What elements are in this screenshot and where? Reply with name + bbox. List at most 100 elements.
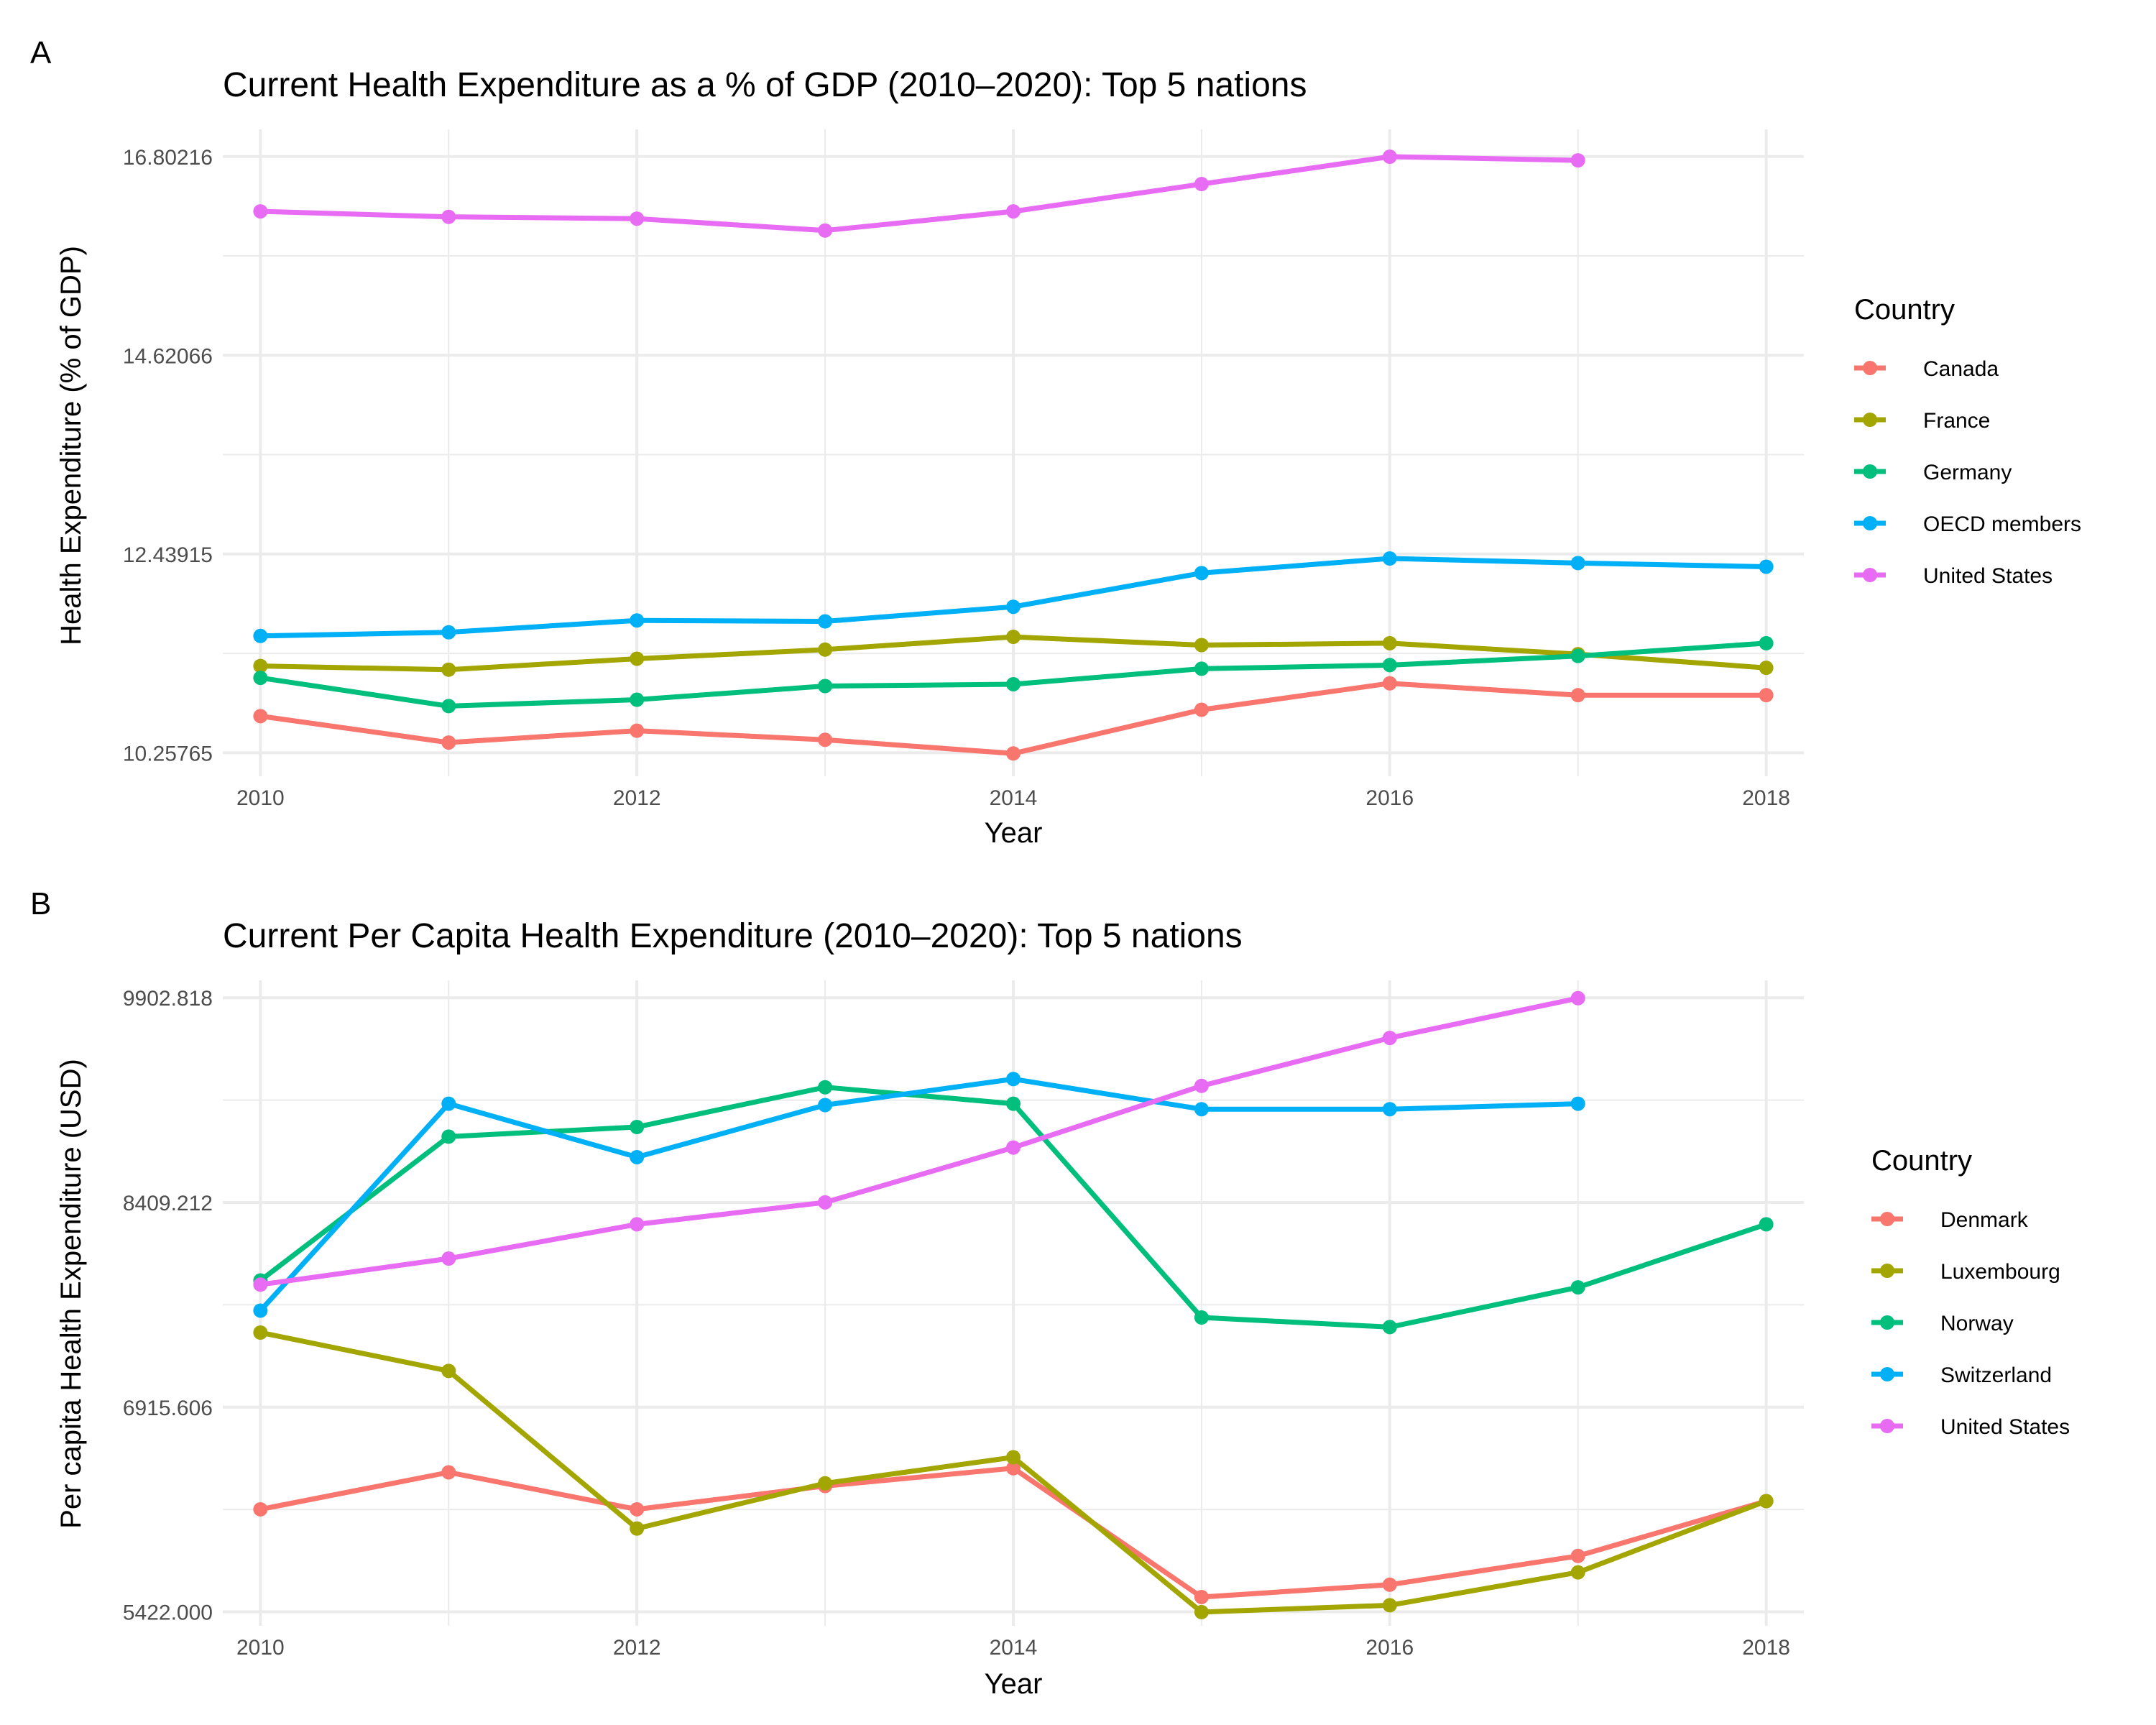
data-point-united-states [1570, 153, 1585, 168]
data-point-denmark [253, 1501, 268, 1517]
data-point-germany [1194, 661, 1209, 676]
data-point-switzerland [253, 1303, 268, 1318]
data-point-norway [1759, 1217, 1774, 1232]
data-point-france [1194, 638, 1209, 653]
data-point-luxembourg [818, 1476, 833, 1491]
data-point-france [1006, 630, 1021, 645]
legend-label-united-states: United States [1923, 564, 2053, 588]
panel-b-series [253, 990, 1774, 1619]
panel-a-x-ticks: 2010 2012 2014 2016 2018 [236, 786, 1790, 810]
data-point-germany [818, 678, 833, 694]
data-point-united-states [818, 1195, 833, 1210]
data-point-france [630, 651, 645, 666]
legend-label-oecd-members: OECD members [1923, 512, 2081, 536]
data-point-united-states [441, 209, 456, 224]
data-point-germany [1382, 658, 1397, 673]
legend-label-norway: Norway [1940, 1312, 2014, 1335]
data-point-canada [1194, 702, 1209, 717]
data-point-canada [1382, 676, 1397, 691]
panel-a-legend-items: Canada France Germany OECD members United St… [1854, 357, 2081, 588]
data-point-united-states [630, 211, 645, 226]
data-point-oecd-members [1382, 551, 1397, 566]
data-point-switzerland [818, 1098, 833, 1113]
panel-a-y-tick-label: 14.62066 [123, 344, 213, 368]
panel-b-legend: Country Denmark Luxembourg Norway Switzerla… [1871, 1145, 2070, 1439]
series-line-switzerland [258, 1076, 1578, 1312]
panel-b-grid [223, 980, 1804, 1626]
data-point-oecd-members [818, 614, 833, 629]
legend-label-france: France [1923, 409, 1990, 433]
data-point-united-states [441, 1251, 456, 1266]
data-point-germany [1006, 676, 1021, 691]
data-point-denmark [630, 1501, 645, 1517]
data-point-norway [441, 1129, 456, 1144]
data-point-oecd-members [630, 613, 645, 628]
panel-b-x-tick-label: 2018 [1742, 1636, 1790, 1660]
data-point-france [1382, 635, 1397, 650]
legend-label-luxembourg: Luxembourg [1940, 1260, 2060, 1284]
data-point-france [1759, 661, 1774, 676]
panel-b-x-tick-label: 2012 [613, 1636, 661, 1660]
data-point-france [253, 658, 268, 673]
panel-a-legend: Country Canada France Germany OECD members U… [1854, 294, 2081, 588]
panel-b-y-tick-label: 6915.606 [123, 1397, 213, 1420]
panel-a: A Current Health Expenditure as a % of G… [30, 35, 2081, 849]
panel-a-x-tick-label: 2018 [1742, 786, 1790, 810]
legend-key-point-oecd-members [1863, 516, 1877, 530]
data-point-united-states [630, 1217, 645, 1232]
data-point-switzerland [1570, 1096, 1585, 1111]
data-point-denmark [1006, 1460, 1021, 1476]
legend-key-point-norway [1880, 1315, 1894, 1330]
panel-b-legend-items: Denmark Luxembourg Norway Switzerland United… [1871, 1208, 2070, 1439]
series-line-united-states [259, 995, 1579, 1287]
panel-a-legend-title: Country [1854, 294, 1955, 326]
data-point-luxembourg [1382, 1598, 1397, 1613]
series-line-united-states [260, 154, 1578, 234]
legend-label-switzerland: Switzerland [1940, 1363, 2052, 1387]
legend-key-point-switzerland [1880, 1367, 1894, 1381]
data-point-united-states [1570, 990, 1585, 1006]
panel-a-title: Current Health Expenditure as a % of GDP… [223, 66, 1307, 104]
data-point-united-states [253, 204, 268, 219]
legend-key-point-united-states [1880, 1419, 1894, 1433]
data-point-canada [818, 732, 833, 748]
legend-label-canada: Canada [1923, 357, 1999, 381]
panel-b-y-tick-label: 9902.818 [123, 987, 213, 1011]
panel-b-x-tick-label: 2014 [990, 1636, 1038, 1660]
data-point-oecd-members [1759, 559, 1774, 574]
panel-b-title: Current Per Capita Health Expenditure (2… [223, 917, 1243, 955]
panel-b-x-ticks: 2010 2012 2014 2016 2018 [236, 1636, 1790, 1660]
legend-key-point-denmark [1880, 1212, 1894, 1226]
data-point-germany [1759, 635, 1774, 650]
data-point-denmark [441, 1465, 456, 1480]
data-point-oecd-members [441, 625, 456, 640]
data-point-united-states [1194, 177, 1209, 192]
data-point-norway [630, 1120, 645, 1135]
panel-b-y-tick-label: 8409.212 [123, 1192, 213, 1215]
data-point-luxembourg [1570, 1565, 1585, 1580]
panel-a-x-tick-label: 2016 [1365, 786, 1414, 810]
data-point-switzerland [1382, 1102, 1397, 1117]
legend-key-point-canada [1863, 361, 1877, 375]
legend-key-point-france [1863, 413, 1877, 427]
data-point-luxembourg [630, 1521, 645, 1536]
panel-b-x-axis-title: Year [985, 1668, 1043, 1700]
data-point-canada [441, 735, 456, 750]
data-point-france [441, 662, 456, 677]
data-point-luxembourg [441, 1363, 456, 1379]
data-point-canada [1759, 688, 1774, 703]
panel-a-x-tick-label: 2010 [236, 786, 285, 810]
legend-key-point-germany [1863, 464, 1877, 479]
panel-a-y-axis-title: Health Expenditure (% of GDP) [55, 246, 87, 645]
data-point-norway [1570, 1280, 1585, 1295]
legend-key-point-luxembourg [1880, 1264, 1894, 1278]
data-point-germany [630, 692, 645, 707]
panel-b-y-axis-title: Per capita Health Expenditure (USD) [55, 1059, 87, 1529]
data-point-luxembourg [1759, 1494, 1774, 1509]
data-point-norway [1382, 1320, 1397, 1335]
data-point-switzerland [1006, 1072, 1021, 1087]
panel-a-y-tick-label: 10.25765 [123, 742, 213, 765]
data-point-united-states [1006, 204, 1021, 219]
